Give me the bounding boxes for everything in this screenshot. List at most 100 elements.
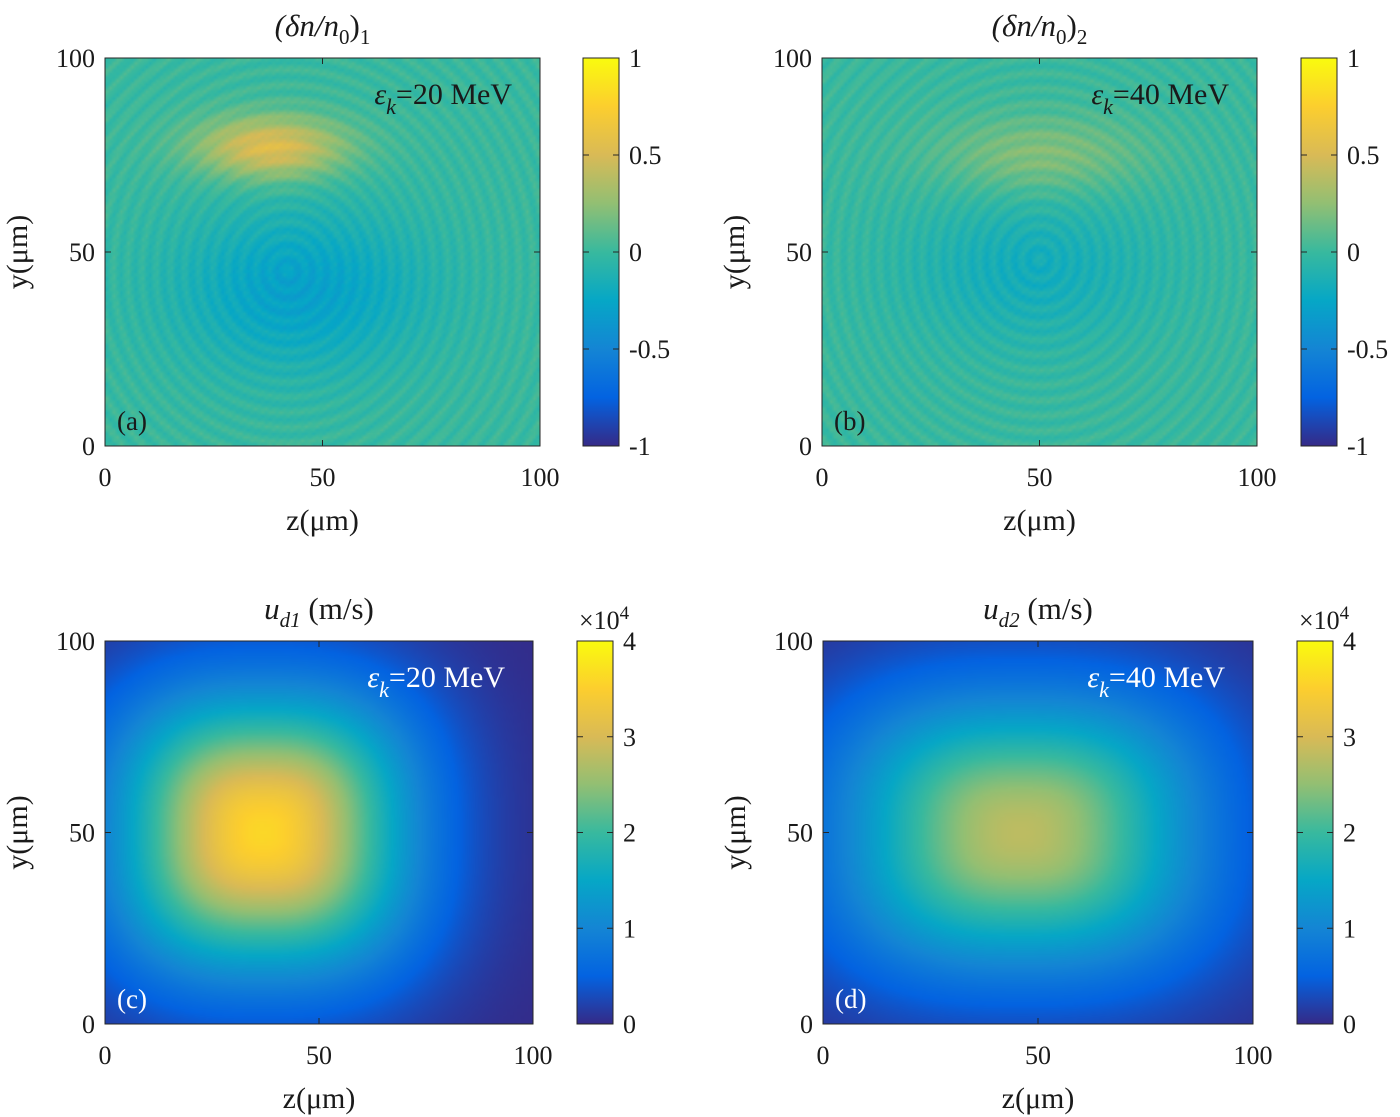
heatmap-image bbox=[105, 58, 540, 446]
x-tick-label: 50 bbox=[1025, 1041, 1051, 1070]
energy-annotation: εk=20 MeV bbox=[374, 78, 512, 119]
colorbar-tick-label: 3 bbox=[623, 723, 636, 752]
x-tick-label: 100 bbox=[521, 463, 560, 492]
colorbar-tick-label: 0 bbox=[1347, 238, 1360, 267]
energy-annotation: εk=40 MeV bbox=[1091, 78, 1229, 119]
annotation-value: =20 MeV bbox=[396, 78, 512, 111]
title-part: u bbox=[264, 591, 280, 626]
title-subscript: 2 bbox=[1077, 25, 1088, 49]
x-tick-label: 0 bbox=[99, 463, 112, 492]
chart-title: ud1 (m/s) bbox=[264, 591, 374, 632]
y-tick-label: 50 bbox=[786, 238, 812, 267]
exponent-power: 4 bbox=[1340, 603, 1350, 624]
x-tick-label: 0 bbox=[817, 1041, 830, 1070]
title-part: (m/s) bbox=[301, 591, 374, 626]
title-subscript: d2 bbox=[999, 608, 1021, 632]
colorbar-tick-label: 2 bbox=[1343, 819, 1356, 848]
y-tick-label: 50 bbox=[787, 819, 813, 848]
y-axis-label: y(μm) bbox=[1, 215, 34, 289]
colorbar-tick-label: 4 bbox=[623, 627, 636, 656]
annotation-subscript: k bbox=[1099, 677, 1110, 702]
exponent-power: 4 bbox=[620, 603, 630, 624]
colorbar-exponent: ×104 bbox=[579, 603, 630, 635]
x-tick-label: 50 bbox=[310, 463, 336, 492]
annotation-symbol: ε bbox=[374, 78, 386, 111]
x-tick-label: 0 bbox=[99, 1041, 112, 1070]
y-tick-label: 100 bbox=[774, 627, 813, 656]
x-tick-label: 0 bbox=[816, 463, 829, 492]
colorbar-tick-label: 1 bbox=[1347, 44, 1360, 73]
colorbar-tick-label: -0.5 bbox=[629, 335, 670, 364]
title-part: ) bbox=[1067, 8, 1077, 43]
heatmap-image bbox=[822, 58, 1257, 446]
title-part: (δn/n bbox=[275, 8, 339, 43]
panel-letter: (b) bbox=[834, 406, 865, 436]
panel-letter: (d) bbox=[835, 984, 866, 1014]
chart-title: (δn/n0)1 bbox=[275, 8, 371, 49]
x-axis-label: z(μm) bbox=[1002, 1082, 1075, 1115]
panel-letter: (a) bbox=[117, 406, 147, 436]
title-part: (m/s) bbox=[1020, 591, 1093, 626]
annotation-subscript: k bbox=[1103, 94, 1114, 119]
y-tick-label: 100 bbox=[773, 44, 812, 73]
annotation-subscript: k bbox=[379, 677, 390, 702]
colorbar-tick-label: 1 bbox=[1343, 914, 1356, 943]
y-axis-label: y(μm) bbox=[718, 215, 751, 289]
panel-d: 0 50 100 0 50 100 z(μm) y(μm) ud2 (m/s) εk=40 MeV… bbox=[719, 591, 1356, 1115]
annotation-value: =20 MeV bbox=[389, 661, 505, 694]
title-part: ) bbox=[350, 8, 360, 43]
exponent-base: ×10 bbox=[1299, 606, 1340, 635]
x-tick-label: 100 bbox=[514, 1041, 553, 1070]
title-part: u bbox=[983, 591, 999, 626]
energy-annotation: εk=40 MeV bbox=[1087, 661, 1225, 702]
title-subscript: 0 bbox=[339, 25, 350, 49]
colorbar-exponent: ×104 bbox=[1299, 603, 1350, 635]
title-subscript: 0 bbox=[1056, 25, 1067, 49]
y-tick-label: 0 bbox=[82, 1010, 95, 1039]
annotation-symbol: ε bbox=[1091, 78, 1103, 111]
annotation-value: =40 MeV bbox=[1109, 661, 1225, 694]
annotation-value: =40 MeV bbox=[1113, 78, 1229, 111]
x-tick-label: 100 bbox=[1234, 1041, 1273, 1070]
colorbar-tick-label: 0 bbox=[1343, 1010, 1356, 1039]
heatmap-image bbox=[105, 641, 533, 1024]
y-tick-label: 0 bbox=[800, 1010, 813, 1039]
colorbar-tick-label: 0 bbox=[623, 1010, 636, 1039]
colorbar-tick-label: 3 bbox=[1343, 723, 1356, 752]
colorbar-tick-label: 0 bbox=[629, 238, 642, 267]
colorbar-tick-label: 1 bbox=[623, 914, 636, 943]
y-tick-label: 0 bbox=[82, 432, 95, 461]
title-subscript: 1 bbox=[360, 25, 371, 49]
title-part: (δn/n bbox=[992, 8, 1056, 43]
y-tick-label: 50 bbox=[69, 819, 95, 848]
x-tick-label: 50 bbox=[306, 1041, 332, 1070]
energy-annotation: εk=20 MeV bbox=[367, 661, 505, 702]
annotation-symbol: ε bbox=[367, 661, 379, 694]
colorbar-tick-label: 0.5 bbox=[629, 141, 662, 170]
panel-c: 0 50 100 0 50 100 z(μm) y(μm) ud1 (m/s) εk=20 MeV… bbox=[1, 591, 636, 1115]
x-axis-label: z(μm) bbox=[283, 1082, 356, 1115]
colorbar-tick-label: -1 bbox=[1347, 432, 1369, 461]
annotation-symbol: ε bbox=[1087, 661, 1099, 694]
x-axis-label: z(μm) bbox=[286, 504, 359, 537]
colorbar-tick-label: -0.5 bbox=[1347, 335, 1388, 364]
y-tick-label: 100 bbox=[56, 627, 95, 656]
heatmap-image bbox=[823, 641, 1253, 1024]
y-axis-label: y(μm) bbox=[1, 795, 34, 869]
title-subscript: d1 bbox=[280, 608, 301, 632]
colorbar-tick-label: 4 bbox=[1343, 627, 1356, 656]
x-axis-label: z(μm) bbox=[1003, 504, 1076, 537]
colorbar-tick-label: 2 bbox=[623, 819, 636, 848]
annotation-subscript: k bbox=[386, 94, 397, 119]
y-axis-label: y(μm) bbox=[719, 795, 752, 869]
exponent-base: ×10 bbox=[579, 606, 620, 635]
colorbar-tick-label: 1 bbox=[629, 44, 642, 73]
colorbar-tick-label: 0.5 bbox=[1347, 141, 1380, 170]
x-tick-label: 50 bbox=[1027, 463, 1053, 492]
y-tick-label: 50 bbox=[69, 238, 95, 267]
panel-letter: (c) bbox=[117, 984, 147, 1014]
colorbar-tick-label: -1 bbox=[629, 432, 651, 461]
